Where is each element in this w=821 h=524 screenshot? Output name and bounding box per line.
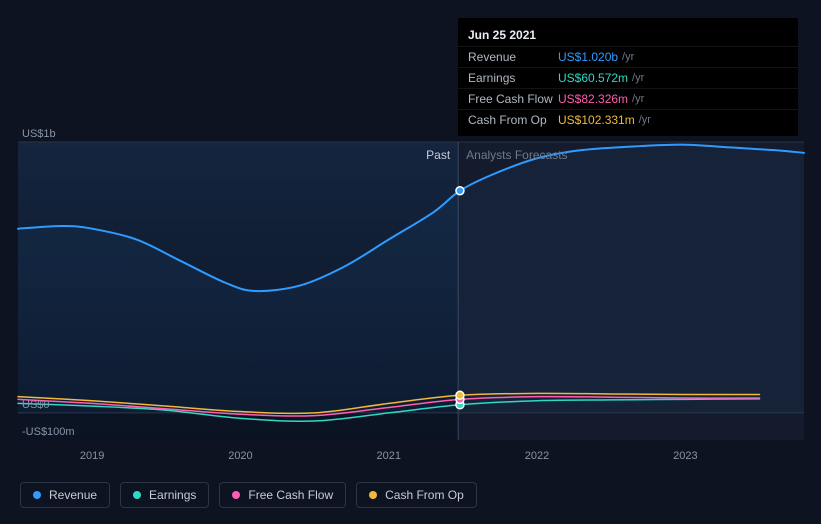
y-axis-tick: US$1b (22, 128, 56, 140)
x-axis-tick: 2022 (525, 450, 549, 462)
legend-dot-icon (369, 491, 377, 499)
tooltip-row: Cash From OpUS$102.331m/yr (458, 109, 798, 130)
tooltip-row: RevenueUS$1.020b/yr (458, 46, 798, 67)
past-section-label: Past (426, 148, 450, 162)
tooltip-row-label: Free Cash Flow (468, 92, 558, 106)
data-tooltip: Jun 25 2021 RevenueUS$1.020b/yrEarningsU… (458, 18, 798, 136)
tooltip-row: Free Cash FlowUS$82.326m/yr (458, 88, 798, 109)
tooltip-date: Jun 25 2021 (458, 24, 798, 46)
legend-item-fcf[interactable]: Free Cash Flow (219, 482, 346, 508)
forecast-section-label: Analysts Forecasts (466, 148, 567, 162)
tooltip-row-unit: /yr (632, 72, 644, 84)
tooltip-row: EarningsUS$60.572m/yr (458, 67, 798, 88)
tooltip-row-unit: /yr (632, 93, 644, 105)
x-axis-tick: 2023 (673, 450, 697, 462)
tooltip-row-unit: /yr (622, 51, 634, 63)
tooltip-row-unit: /yr (639, 114, 651, 126)
tooltip-row-value: US$82.326m (558, 92, 628, 106)
legend-item-label: Revenue (49, 488, 97, 502)
tooltip-row-label: Revenue (468, 50, 558, 64)
y-axis-tick: -US$100m (22, 426, 75, 438)
x-axis-tick: 2019 (80, 450, 104, 462)
tooltip-row-value: US$1.020b (558, 50, 618, 64)
legend-item-label: Earnings (149, 488, 196, 502)
financials-chart: Past Analysts Forecasts US$1b US$0 -US$100… (0, 0, 821, 524)
tooltip-row-value: US$60.572m (558, 71, 628, 85)
legend-item-cfo[interactable]: Cash From Op (356, 482, 477, 508)
tooltip-row-label: Cash From Op (468, 113, 558, 127)
legend-dot-icon (133, 491, 141, 499)
tooltip-row-value: US$102.331m (558, 113, 635, 127)
legend-dot-icon (232, 491, 240, 499)
legend-dot-icon (33, 491, 41, 499)
tooltip-row-label: Earnings (468, 71, 558, 85)
legend-item-earnings[interactable]: Earnings (120, 482, 209, 508)
y-axis-tick: US$0 (22, 399, 50, 411)
legend-item-revenue[interactable]: Revenue (20, 482, 110, 508)
x-axis-tick: 2021 (377, 450, 401, 462)
legend-item-label: Free Cash Flow (248, 488, 333, 502)
chart-legend: Revenue Earnings Free Cash Flow Cash From O… (20, 482, 477, 508)
legend-item-label: Cash From Op (385, 488, 464, 502)
x-axis-tick: 2020 (228, 450, 252, 462)
